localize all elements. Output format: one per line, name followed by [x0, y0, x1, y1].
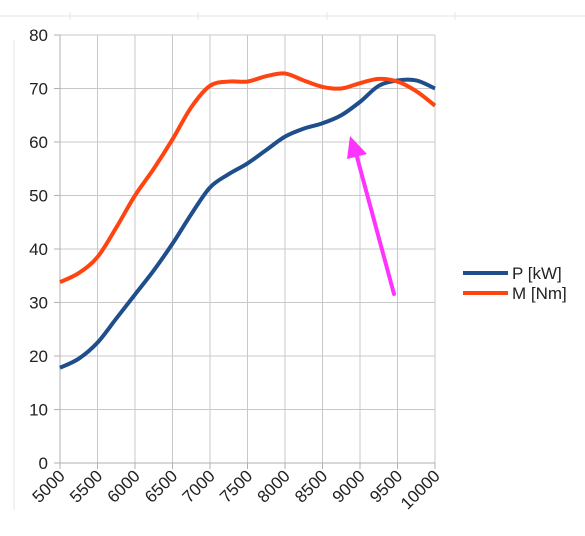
series-line-1 [59, 71, 437, 284]
x-tick-label: 6500 [141, 466, 181, 506]
legend: P [kW]M [Nm] [463, 264, 567, 303]
y-tick-label: 20 [29, 347, 48, 366]
arrow-annotation [347, 136, 396, 296]
x-tick-label: 5500 [66, 466, 106, 506]
background-frame [0, 12, 585, 510]
x-tick-label: 7000 [179, 466, 219, 506]
x-tick-label: 6000 [104, 466, 144, 506]
x-tick-label: 8000 [254, 466, 294, 506]
x-tick-label: 10000 [397, 466, 444, 513]
x-tick-label: 9000 [329, 466, 369, 506]
y-tick-label: 50 [29, 187, 48, 206]
y-tick-label: 0 [39, 454, 48, 473]
y-tick-label: 70 [29, 80, 48, 99]
series-line-0 [59, 77, 436, 370]
y-tick-label: 40 [29, 240, 48, 259]
y-tick-label: 60 [29, 133, 48, 152]
axes [54, 34, 436, 469]
legend-label: M [Nm] [512, 284, 567, 303]
y-tick-label: 10 [29, 401, 48, 420]
arrow-shaft [355, 155, 396, 296]
y-tick-label: 30 [29, 294, 48, 313]
legend-label: P [kW] [512, 264, 562, 283]
grid [59, 34, 436, 464]
x-tick-label: 8500 [291, 466, 331, 506]
y-tick-labels: 0 10 20 30 40 50 60 70 80 [29, 26, 48, 473]
x-tick-label: 7500 [216, 466, 256, 506]
x-tick-labels: 5000550060006500700075008000850090009500… [29, 466, 444, 513]
arrow-head [347, 136, 367, 159]
y-tick-label: 80 [29, 26, 48, 45]
x-tick-label: 5000 [29, 466, 69, 506]
series-lines [59, 71, 437, 370]
